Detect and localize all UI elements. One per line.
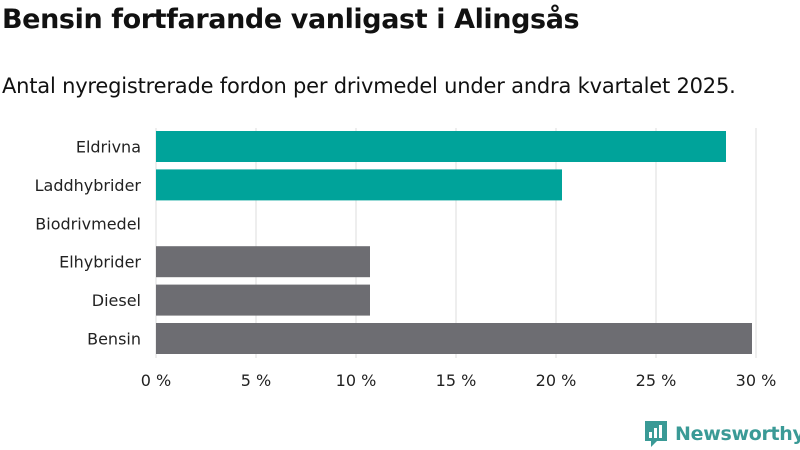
x-tick-label: 5 %	[241, 371, 271, 390]
brand-name: Newsworthy	[675, 423, 800, 445]
category-label: Biodrivmedel	[35, 214, 141, 233]
bar	[156, 284, 370, 316]
chart-subtitle: Antal nyregistrerade fordon per drivmede…	[2, 74, 736, 98]
bar	[156, 169, 562, 201]
x-tick-labels: 0 % 5 % 10 % 15 % 20 % 25 % 30 %	[141, 371, 777, 390]
x-tick-label: 0 %	[141, 371, 171, 390]
x-tick-label: 10 %	[336, 371, 377, 390]
category-labels: Eldrivna Laddhybrider Biodrivmedel Elhybrid…	[35, 138, 142, 349]
category-label: Bensin	[87, 330, 141, 349]
category-label: Elhybrider	[59, 253, 141, 272]
x-tick-label: 20 %	[536, 371, 577, 390]
x-tick-label: 30 %	[736, 371, 777, 390]
bar	[156, 246, 370, 278]
grid-lines	[155, 128, 757, 358]
bar	[156, 323, 752, 354]
newsworthy-logo-icon	[645, 421, 667, 447]
newsworthy-logo[interactable]: Newsworthy	[643, 419, 800, 449]
category-label: Laddhybrider	[35, 176, 142, 195]
bar	[156, 131, 726, 162]
category-label: Diesel	[92, 291, 141, 310]
x-tick-label: 15 %	[436, 371, 477, 390]
chart-title: Bensin fortfarande vanligast i Alingsås	[2, 4, 580, 35]
bars	[156, 131, 752, 354]
category-label: Eldrivna	[76, 138, 141, 157]
x-tick-label: 25 %	[636, 371, 677, 390]
